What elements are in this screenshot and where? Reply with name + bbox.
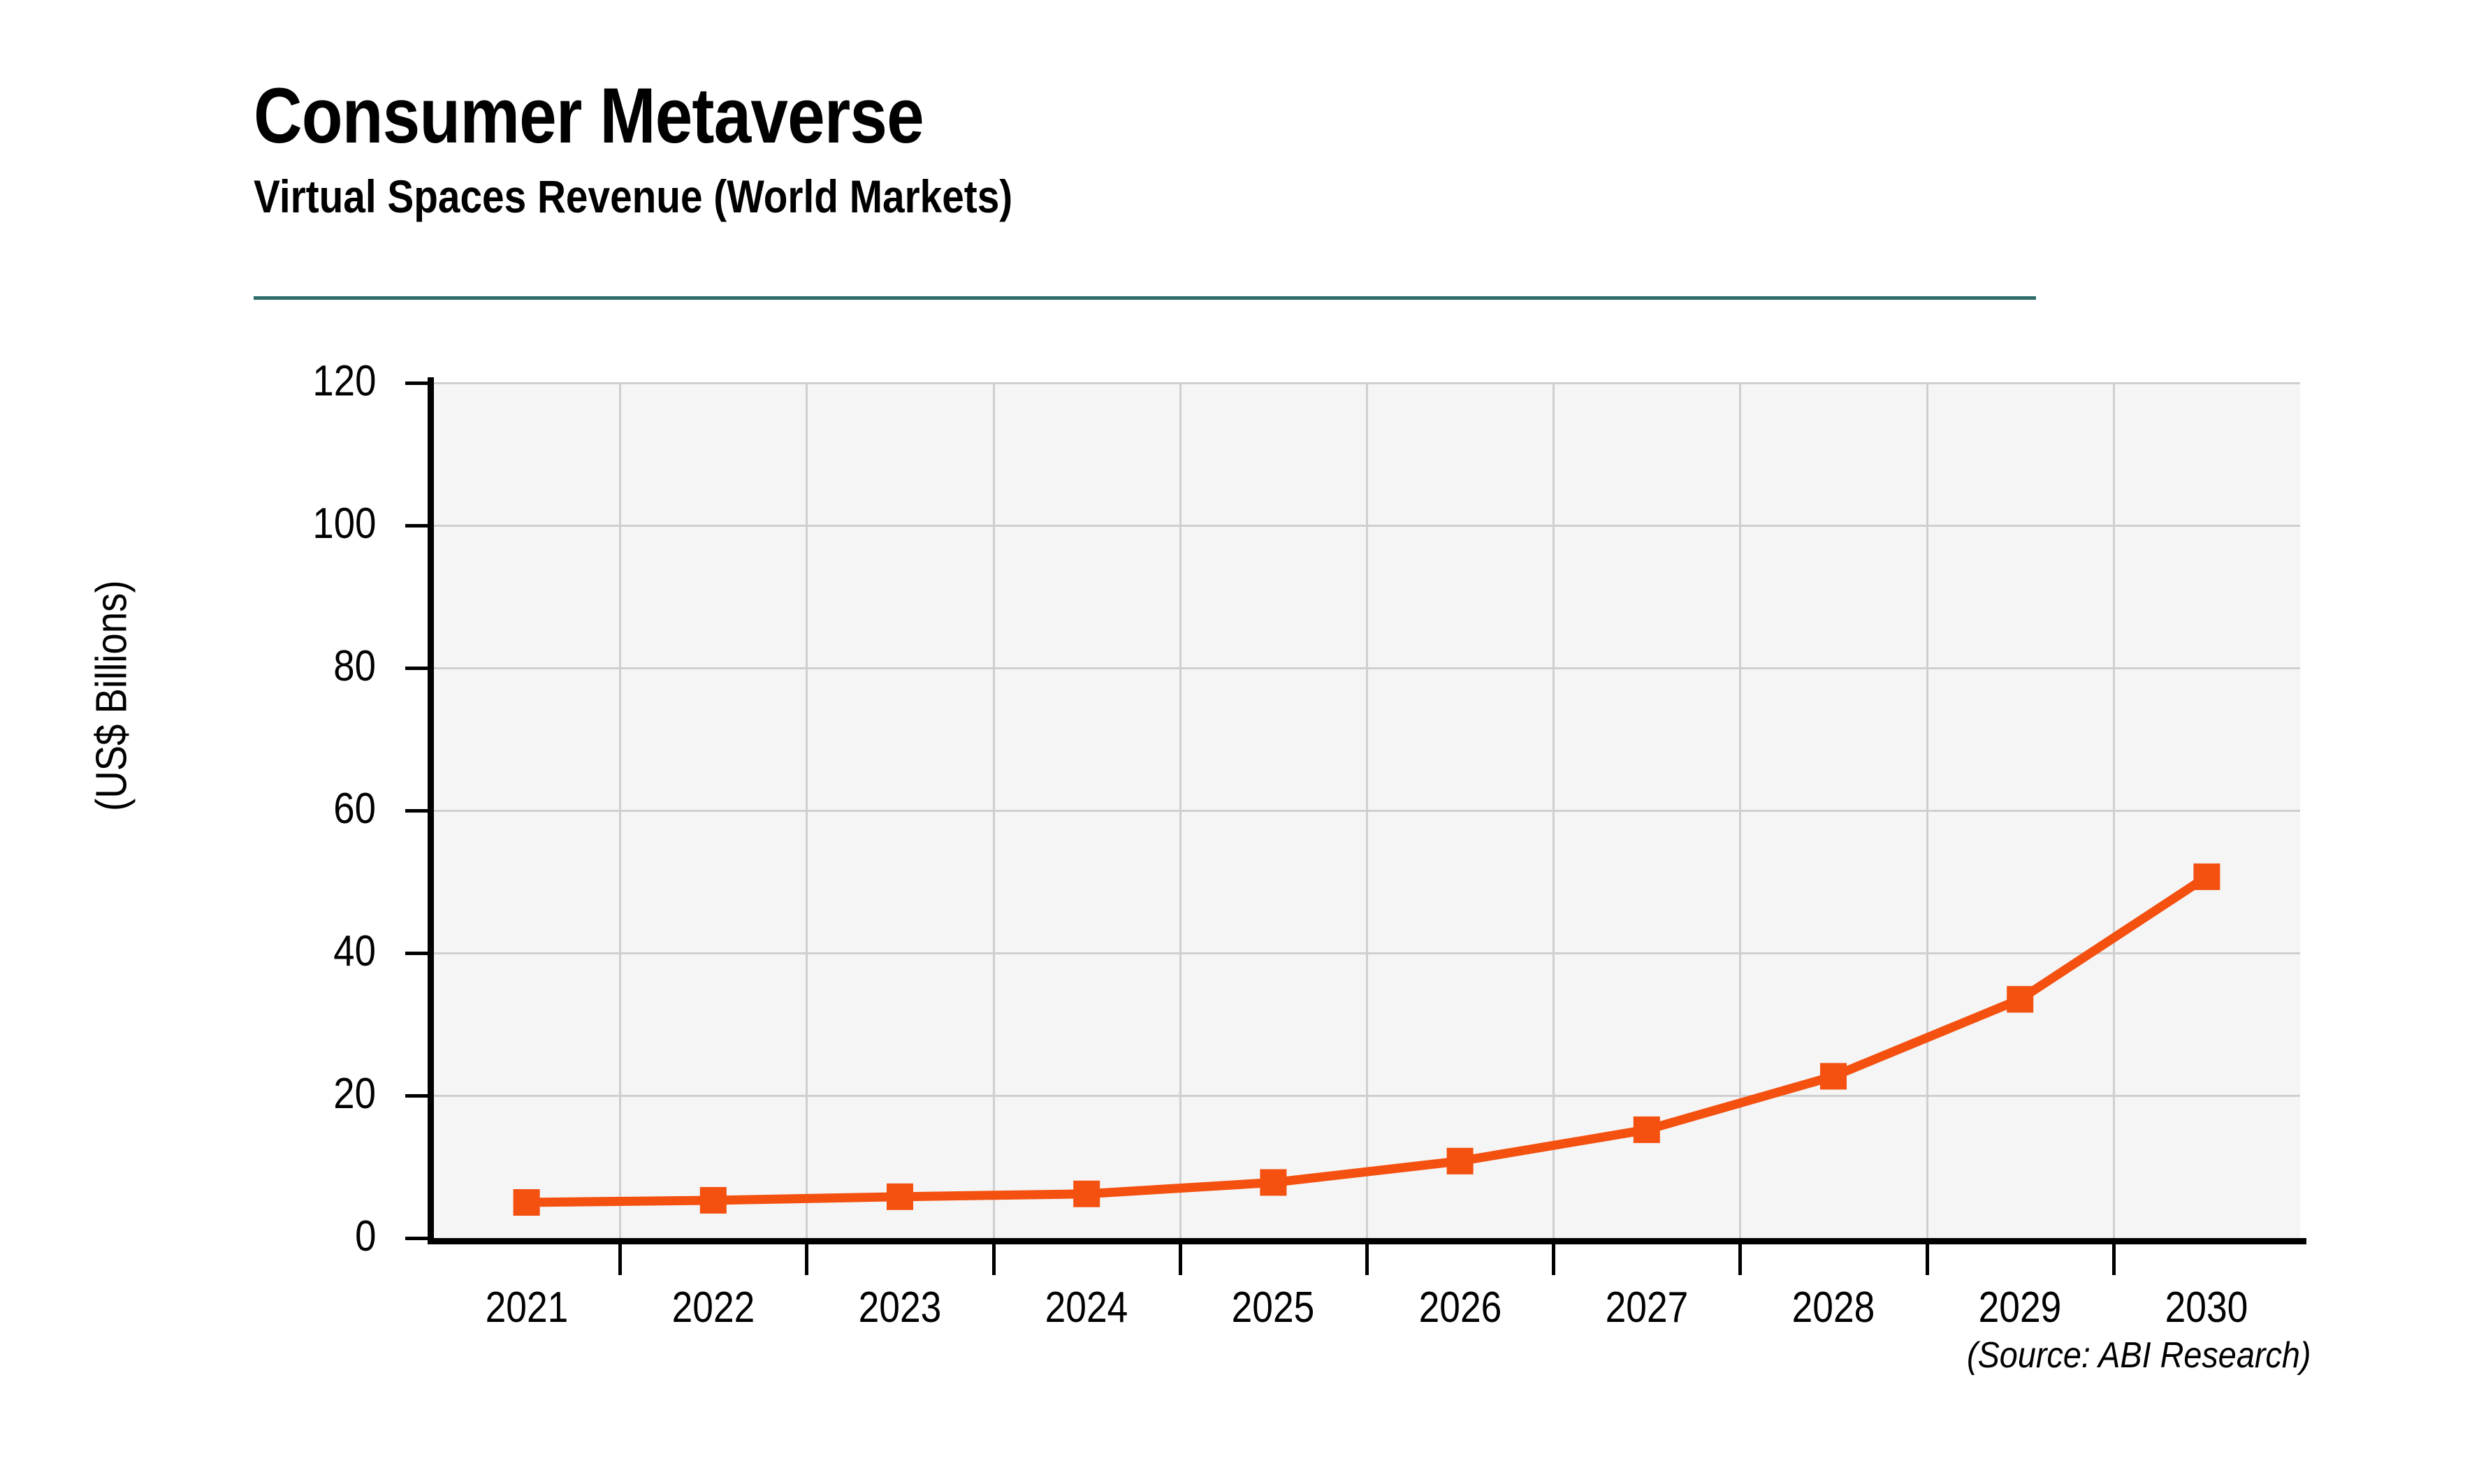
source-note: (Source: ABI Research): [1967, 1335, 2311, 1376]
y-tick: [405, 524, 430, 528]
y-tick-label: 80: [333, 642, 376, 690]
page-subtitle: Virtual Spaces Revenue (World Markets): [254, 170, 1013, 222]
x-tick-label: 2023: [858, 1283, 942, 1332]
y-tick: [405, 667, 430, 670]
chart-header: Consumer Metaverse Virtual Spaces Revenu…: [254, 72, 2042, 222]
gridline-vertical: [619, 383, 622, 1238]
gridline-vertical: [992, 383, 995, 1238]
y-tick: [405, 1237, 430, 1240]
gridline-vertical: [1553, 383, 1555, 1238]
header-divider: [254, 296, 2036, 300]
y-axis-line: [428, 377, 434, 1244]
y-axis-title-text: (US$ Billions): [87, 580, 136, 811]
x-tick-label: 2022: [671, 1283, 755, 1332]
x-tick: [991, 1244, 996, 1275]
x-tick: [618, 1244, 623, 1275]
y-tick-label: 20: [333, 1070, 376, 1118]
gridline-vertical: [1926, 383, 1928, 1238]
y-axis-title: (US$ Billions): [87, 500, 137, 892]
gridline-vertical: [1739, 383, 1742, 1238]
x-tick: [1925, 1244, 1929, 1275]
gridline-vertical: [1179, 383, 1182, 1238]
x-tick: [1178, 1244, 1182, 1275]
x-tick: [2111, 1244, 2116, 1275]
x-tick-label: 2028: [1791, 1283, 1875, 1332]
y-tick: [405, 1094, 430, 1098]
x-tick: [1738, 1244, 1743, 1275]
y-tick-label: 60: [333, 785, 376, 833]
y-tick-label: 120: [312, 357, 376, 405]
y-tick-label: 40: [333, 927, 376, 975]
x-tick: [1552, 1244, 1556, 1275]
x-tick-label: 2029: [1978, 1283, 2062, 1332]
y-tick-label: 100: [312, 500, 376, 548]
x-tick-label: 2026: [1418, 1283, 1502, 1332]
x-tick-label: 2030: [2165, 1283, 2248, 1332]
gridline-vertical: [2112, 383, 2115, 1238]
x-tick: [805, 1244, 809, 1275]
y-tick: [405, 952, 430, 955]
x-tick-label: 2021: [485, 1283, 568, 1332]
y-tick: [405, 809, 430, 813]
x-tick-label: 2025: [1232, 1283, 1315, 1332]
page-title: Consumer Metaverse: [254, 72, 924, 159]
x-tick-label: 2027: [1605, 1283, 1689, 1332]
y-tick-label: 0: [354, 1212, 376, 1260]
gridline-vertical: [1366, 383, 1368, 1238]
gridline-vertical: [806, 383, 808, 1238]
x-tick: [1365, 1244, 1369, 1275]
y-tick: [405, 381, 430, 385]
x-axis-line: [428, 1238, 2306, 1244]
x-tick-label: 2024: [1045, 1283, 1128, 1332]
